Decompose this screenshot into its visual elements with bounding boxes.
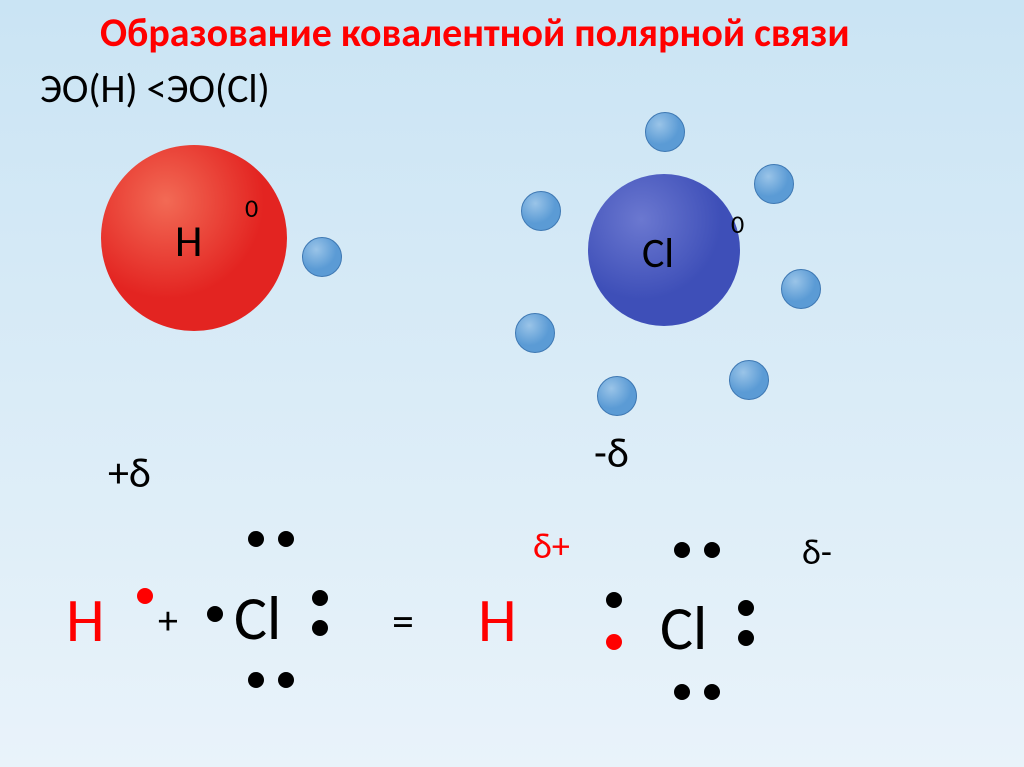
- equation-cl-right-dot-1: [704, 542, 720, 558]
- equation-h-left: H: [66, 582, 105, 658]
- equation-cl-left-dot-5: [248, 672, 264, 688]
- equation-cl-right-dot-2: [738, 600, 754, 616]
- equation-delta-plus: δ+: [533, 524, 570, 568]
- equation-shared-dot-0: [606, 592, 622, 608]
- equation-cl-left-dot-2: [278, 531, 294, 547]
- diagram-stage: Образование ковалентной полярной связи ЭО…: [0, 0, 1024, 767]
- chlorine-electron-3: [729, 360, 769, 400]
- delta-minus-label: -δ: [594, 428, 629, 479]
- chlorine-electron-1: [754, 164, 794, 204]
- chlorine-label: Cl: [642, 228, 674, 279]
- page-title: Образование ковалентной полярной связи: [100, 8, 850, 57]
- equation-cl-left-dot-4: [312, 620, 328, 636]
- chlorine-charge: 0: [731, 208, 744, 240]
- equation-cl-left-dot-3: [312, 590, 328, 606]
- chlorine-electron-2: [781, 269, 821, 309]
- equation-h-dot: [137, 588, 153, 604]
- chlorine-electron-4: [597, 376, 637, 416]
- equation-cl-left-dot-0: [207, 606, 223, 622]
- chlorine-electron-6: [521, 191, 561, 231]
- chlorine-electron-5: [515, 313, 555, 353]
- equation-cl-left: Cl: [234, 580, 281, 656]
- equation-cl-left-dot-6: [278, 672, 294, 688]
- equation-cl-right-dot-4: [674, 684, 690, 700]
- chlorine-electron-0: [645, 112, 685, 152]
- equation-cl-right: Cl: [660, 590, 707, 666]
- hydrogen-charge: 0: [245, 192, 258, 224]
- equation-delta-minus: δ-: [802, 530, 832, 574]
- equation-cl-right-dot-5: [704, 684, 720, 700]
- equation-shared-dot-1: [606, 634, 622, 650]
- equation-plus: +: [158, 596, 178, 645]
- hydrogen-label: H: [175, 214, 202, 268]
- equation-equals: =: [392, 594, 414, 648]
- equation-cl-right-dot-3: [738, 630, 754, 646]
- hydrogen-electron: [302, 237, 342, 277]
- delta-plus-label: +δ: [108, 448, 151, 499]
- equation-cl-left-dot-1: [248, 531, 264, 547]
- electronegativity-statement: ЭО(Н) <ЭО(Сl): [40, 64, 270, 113]
- equation-h-right: H: [478, 582, 517, 658]
- equation-cl-right-dot-0: [674, 542, 690, 558]
